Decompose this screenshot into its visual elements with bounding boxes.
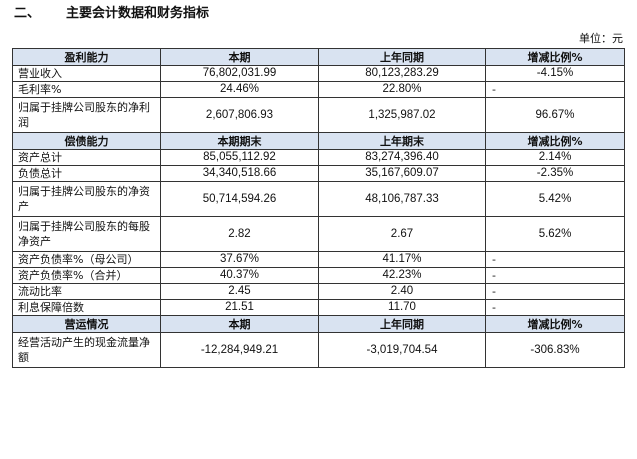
header-cell: 增减比例% bbox=[485, 132, 625, 150]
change-value: -306.83% bbox=[485, 332, 625, 368]
table-row: 负债总计 34,340,518.66 35,167,609.07 -2.35% bbox=[12, 165, 625, 182]
change-value: - bbox=[485, 299, 625, 316]
table-row: 归属于挂牌公司股东的净资产 50,714,594.26 48,106,787.3… bbox=[12, 181, 625, 217]
table-header-row: 盈利能力 本期 上年同期 增减比例% bbox=[12, 48, 625, 66]
row-label: 营业收入 bbox=[12, 65, 161, 82]
table-row: 归属于挂牌公司股东的净利润 2,607,806.93 1,325,987.02 … bbox=[12, 97, 625, 133]
section-heading: 二、 主要会计数据和财务指标 bbox=[14, 4, 209, 24]
current-value: 34,340,518.66 bbox=[160, 165, 319, 182]
header-cell: 上年同期 bbox=[318, 315, 486, 333]
section-title: 主要会计数据和财务指标 bbox=[66, 6, 210, 21]
row-label: 负债总计 bbox=[12, 165, 161, 182]
current-value: 2.45 bbox=[160, 283, 319, 300]
change-value: 5.42% bbox=[485, 181, 625, 217]
previous-value: 42.23% bbox=[318, 267, 486, 284]
previous-value: 83,274,396.40 bbox=[318, 149, 486, 166]
header-cell: 本期 bbox=[160, 315, 319, 333]
current-value: 40.37% bbox=[160, 267, 319, 284]
header-cell: 增减比例% bbox=[485, 48, 625, 66]
header-cell: 偿债能力 bbox=[12, 132, 161, 150]
row-label: 经营活动产生的现金流量净额 bbox=[12, 332, 161, 368]
header-cell: 本期期末 bbox=[160, 132, 319, 150]
table-row: 归属于挂牌公司股东的每股净资产 2.82 2.67 5.62% bbox=[12, 216, 625, 252]
row-label: 资产负债率%（母公司） bbox=[12, 251, 161, 268]
row-label: 利息保障倍数 bbox=[12, 299, 161, 316]
current-value: -12,284,949.21 bbox=[160, 332, 319, 368]
change-value: -4.15% bbox=[485, 65, 625, 82]
table-row: 利息保障倍数 21.51 11.70 - bbox=[12, 299, 625, 316]
change-value: - bbox=[485, 81, 625, 98]
financial-indicators-table: 盈利能力 本期 上年同期 增减比例% 营业收入 76,802,031.99 80… bbox=[12, 48, 625, 368]
row-label: 归属于挂牌公司股东的净资产 bbox=[12, 181, 161, 217]
table-row: 毛利率% 24.46% 22.80% - bbox=[12, 81, 625, 98]
change-value: - bbox=[485, 283, 625, 300]
header-cell: 本期 bbox=[160, 48, 319, 66]
table-header-row: 偿债能力 本期期末 上年期末 增减比例% bbox=[12, 132, 625, 150]
table-row: 资产总计 85,055,112.92 83,274,396.40 2.14% bbox=[12, 149, 625, 166]
row-label: 流动比率 bbox=[12, 283, 161, 300]
change-value: 2.14% bbox=[485, 149, 625, 166]
previous-value: 41.17% bbox=[318, 251, 486, 268]
row-label: 资产总计 bbox=[12, 149, 161, 166]
current-value: 24.46% bbox=[160, 81, 319, 98]
previous-value: -3,019,704.54 bbox=[318, 332, 486, 368]
current-value: 2.82 bbox=[160, 216, 319, 252]
current-value: 50,714,594.26 bbox=[160, 181, 319, 217]
current-value: 21.51 bbox=[160, 299, 319, 316]
row-label: 归属于挂牌公司股东的净利润 bbox=[12, 97, 161, 133]
previous-value: 22.80% bbox=[318, 81, 486, 98]
row-label: 归属于挂牌公司股东的每股净资产 bbox=[12, 216, 161, 252]
current-value: 2,607,806.93 bbox=[160, 97, 319, 133]
table-row: 流动比率 2.45 2.40 - bbox=[12, 283, 625, 300]
previous-value: 2.40 bbox=[318, 283, 486, 300]
row-label: 资产负债率%（合并） bbox=[12, 267, 161, 284]
change-value: 96.67% bbox=[485, 97, 625, 133]
table-row: 资产负债率%（母公司） 37.67% 41.17% - bbox=[12, 251, 625, 268]
header-cell: 上年同期 bbox=[318, 48, 486, 66]
header-cell: 增减比例% bbox=[485, 315, 625, 333]
header-cell: 盈利能力 bbox=[12, 48, 161, 66]
change-value: -2.35% bbox=[485, 165, 625, 182]
change-value: - bbox=[485, 267, 625, 284]
header-cell: 营运情况 bbox=[12, 315, 161, 333]
current-value: 85,055,112.92 bbox=[160, 149, 319, 166]
header-cell: 上年期末 bbox=[318, 132, 486, 150]
row-label: 毛利率% bbox=[12, 81, 161, 98]
previous-value: 35,167,609.07 bbox=[318, 165, 486, 182]
current-value: 76,802,031.99 bbox=[160, 65, 319, 82]
previous-value: 48,106,787.33 bbox=[318, 181, 486, 217]
table-row: 资产负债率%（合并） 40.37% 42.23% - bbox=[12, 267, 625, 284]
table-row: 营业收入 76,802,031.99 80,123,283.29 -4.15% bbox=[12, 65, 625, 82]
previous-value: 1,325,987.02 bbox=[318, 97, 486, 133]
previous-value: 2.67 bbox=[318, 216, 486, 252]
current-value: 37.67% bbox=[160, 251, 319, 268]
section-number: 二、 bbox=[14, 6, 41, 21]
unit-label: 单位：元 bbox=[579, 32, 623, 45]
previous-value: 11.70 bbox=[318, 299, 486, 316]
change-value: - bbox=[485, 251, 625, 268]
change-value: 5.62% bbox=[485, 216, 625, 252]
table-row: 经营活动产生的现金流量净额 -12,284,949.21 -3,019,704.… bbox=[12, 332, 625, 368]
previous-value: 80,123,283.29 bbox=[318, 65, 486, 82]
table-header-row: 营运情况 本期 上年同期 增减比例% bbox=[12, 315, 625, 333]
